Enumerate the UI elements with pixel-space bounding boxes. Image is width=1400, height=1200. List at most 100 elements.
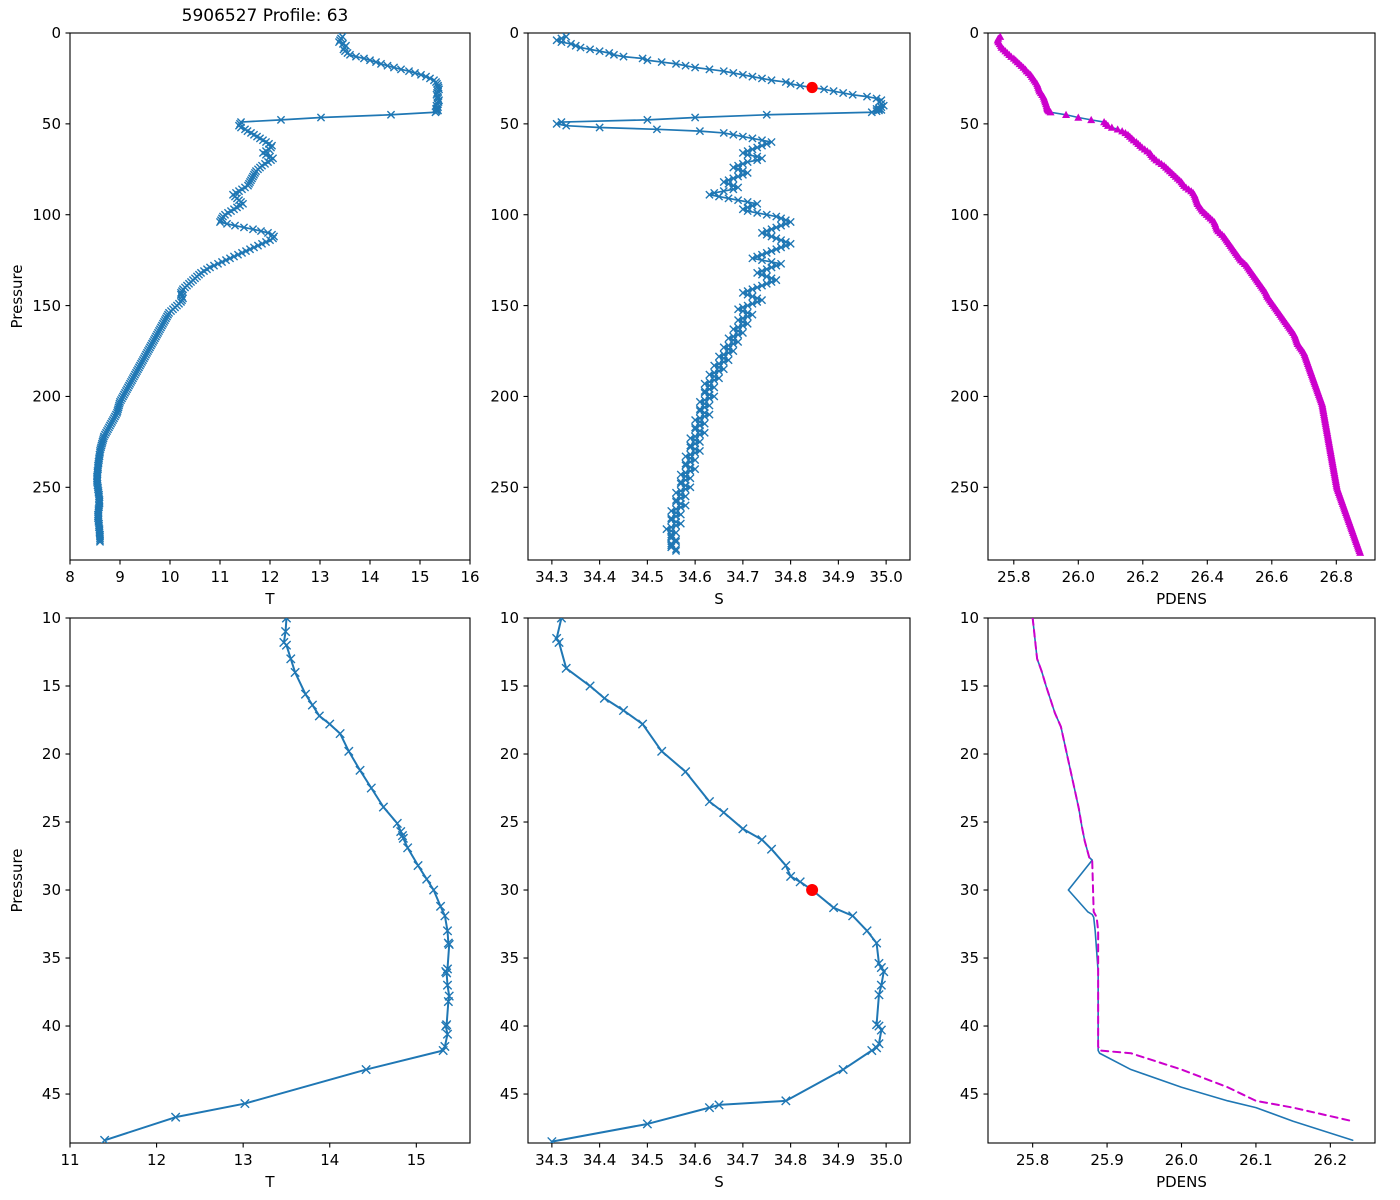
data-layer: [993, 33, 1365, 556]
x-tick-label: 34.6: [678, 568, 711, 586]
x-tick-label: 34.9: [822, 568, 855, 586]
data-marker: [248, 225, 258, 234]
data-marker: [695, 405, 704, 414]
data-marker: [609, 50, 619, 59]
axes-frame: [987, 617, 1376, 1144]
data-marker: [637, 719, 648, 729]
panel-top-salinity: 34.3 34.4 34.5 34.6 34.7 34.8 34.9 35.0 0 50 100 15…: [460, 0, 940, 608]
data-marker: [781, 860, 791, 871]
y-tick-label: 40: [960, 1017, 979, 1035]
y-tick-label: 15: [960, 677, 979, 695]
data-marker: [552, 36, 561, 45]
plot-top-s: 34.3 34.4 34.5 34.6 34.7 34.8 34.9 35.0 0 50 100 15…: [490, 24, 911, 608]
data-marker: [404, 67, 414, 76]
data-marker: [595, 123, 604, 132]
data-marker: [345, 50, 355, 59]
data-marker: [402, 843, 413, 853]
data-marker: [829, 87, 838, 96]
data-marker: [700, 428, 709, 437]
series-line: [1031, 618, 1354, 1142]
data-marker: [680, 766, 691, 777]
data-marker: [280, 626, 291, 637]
data-marker: [729, 346, 738, 356]
data-marker: [209, 261, 219, 270]
x-tick-label: 35.0: [869, 1151, 902, 1169]
data-marker: [867, 1045, 877, 1056]
y-tick-label: 30: [500, 881, 519, 899]
data-marker: [241, 246, 251, 256]
data-marker: [762, 230, 771, 239]
data-marker: [300, 689, 311, 699]
data-marker: [576, 43, 585, 52]
data-marker: [743, 147, 752, 156]
data-marker: [767, 246, 776, 256]
y-tick-label: 50: [960, 115, 979, 133]
data-marker: [871, 938, 882, 948]
data-marker: [700, 386, 709, 396]
data-marker: [217, 257, 227, 267]
data-marker: [748, 254, 757, 263]
data-marker: [734, 196, 743, 205]
data-marker: [781, 1096, 791, 1106]
y-tick-label: 30: [42, 881, 61, 899]
data-marker: [281, 640, 292, 650]
panel-top-temperature: 8 9 10 11 12 13 14 15 16 0 50 100 150 200 250 T Pressure…: [0, 0, 480, 608]
data-marker: [595, 47, 604, 56]
data-marker: [738, 205, 747, 214]
data-layer: [552, 33, 888, 556]
data-marker: [681, 459, 690, 468]
x-tick-label: 25.8: [997, 568, 1030, 586]
figure-title: 5906527 Profile: 63: [182, 6, 349, 26]
data-marker: [667, 543, 676, 552]
y-tick-label: 25: [500, 813, 519, 831]
x-tick-label: 34.4: [583, 1151, 616, 1169]
y-tick-label: 25: [42, 813, 61, 831]
data-marker: [719, 365, 728, 374]
x-tick-label: 26.6: [1255, 568, 1288, 586]
data-marker: [562, 121, 571, 130]
data-marker: [695, 446, 704, 456]
data-marker: [240, 1098, 250, 1109]
data-marker: [378, 802, 389, 812]
series-line: [555, 35, 885, 552]
x-axis-label: PDENS: [1156, 590, 1207, 608]
x-tick-label: 34.8: [774, 568, 807, 586]
data-marker: [757, 228, 767, 237]
x-tick-label: 11: [60, 1151, 79, 1169]
y-tick-label: 250: [950, 479, 979, 497]
data-marker: [743, 290, 752, 299]
data-marker: [879, 966, 889, 977]
data-marker: [734, 183, 743, 192]
y-tick-label: 45: [960, 1085, 979, 1103]
data-marker: [225, 254, 235, 263]
panel-top-pdens: 25.8 26.0 26.2 26.4 26.6 26.8 0 50 100 150 200 250 P…: [920, 0, 1400, 608]
data-marker: [239, 223, 249, 232]
data-marker: [753, 297, 762, 307]
y-tick-label: 35: [42, 949, 61, 967]
data-marker: [772, 245, 781, 254]
series-line: [1031, 618, 1354, 1123]
data-marker: [762, 248, 771, 257]
data-layer: [92, 33, 444, 546]
data-marker: [729, 181, 738, 190]
data-marker: [705, 65, 714, 74]
data-marker: [619, 52, 628, 61]
data-marker: [676, 519, 685, 528]
data-marker: [767, 232, 776, 241]
x-tick-label: 34.5: [631, 568, 664, 586]
data-marker: [361, 1064, 371, 1075]
y-axis-label: Pressure: [8, 264, 26, 328]
y-tick-label: 15: [500, 677, 519, 695]
x-tick-label: 13: [234, 1151, 253, 1169]
data-marker: [762, 279, 771, 288]
data-marker: [871, 1043, 882, 1053]
data-marker: [657, 57, 666, 67]
data-marker: [785, 871, 796, 882]
data-marker: [786, 217, 795, 227]
x-tick-label: 8: [65, 568, 75, 586]
data-marker: [416, 70, 426, 79]
data-marker: [422, 874, 432, 884]
series-line: [103, 618, 451, 1142]
x-tick-label: 34.8: [774, 1151, 807, 1169]
data-marker: [704, 796, 715, 807]
